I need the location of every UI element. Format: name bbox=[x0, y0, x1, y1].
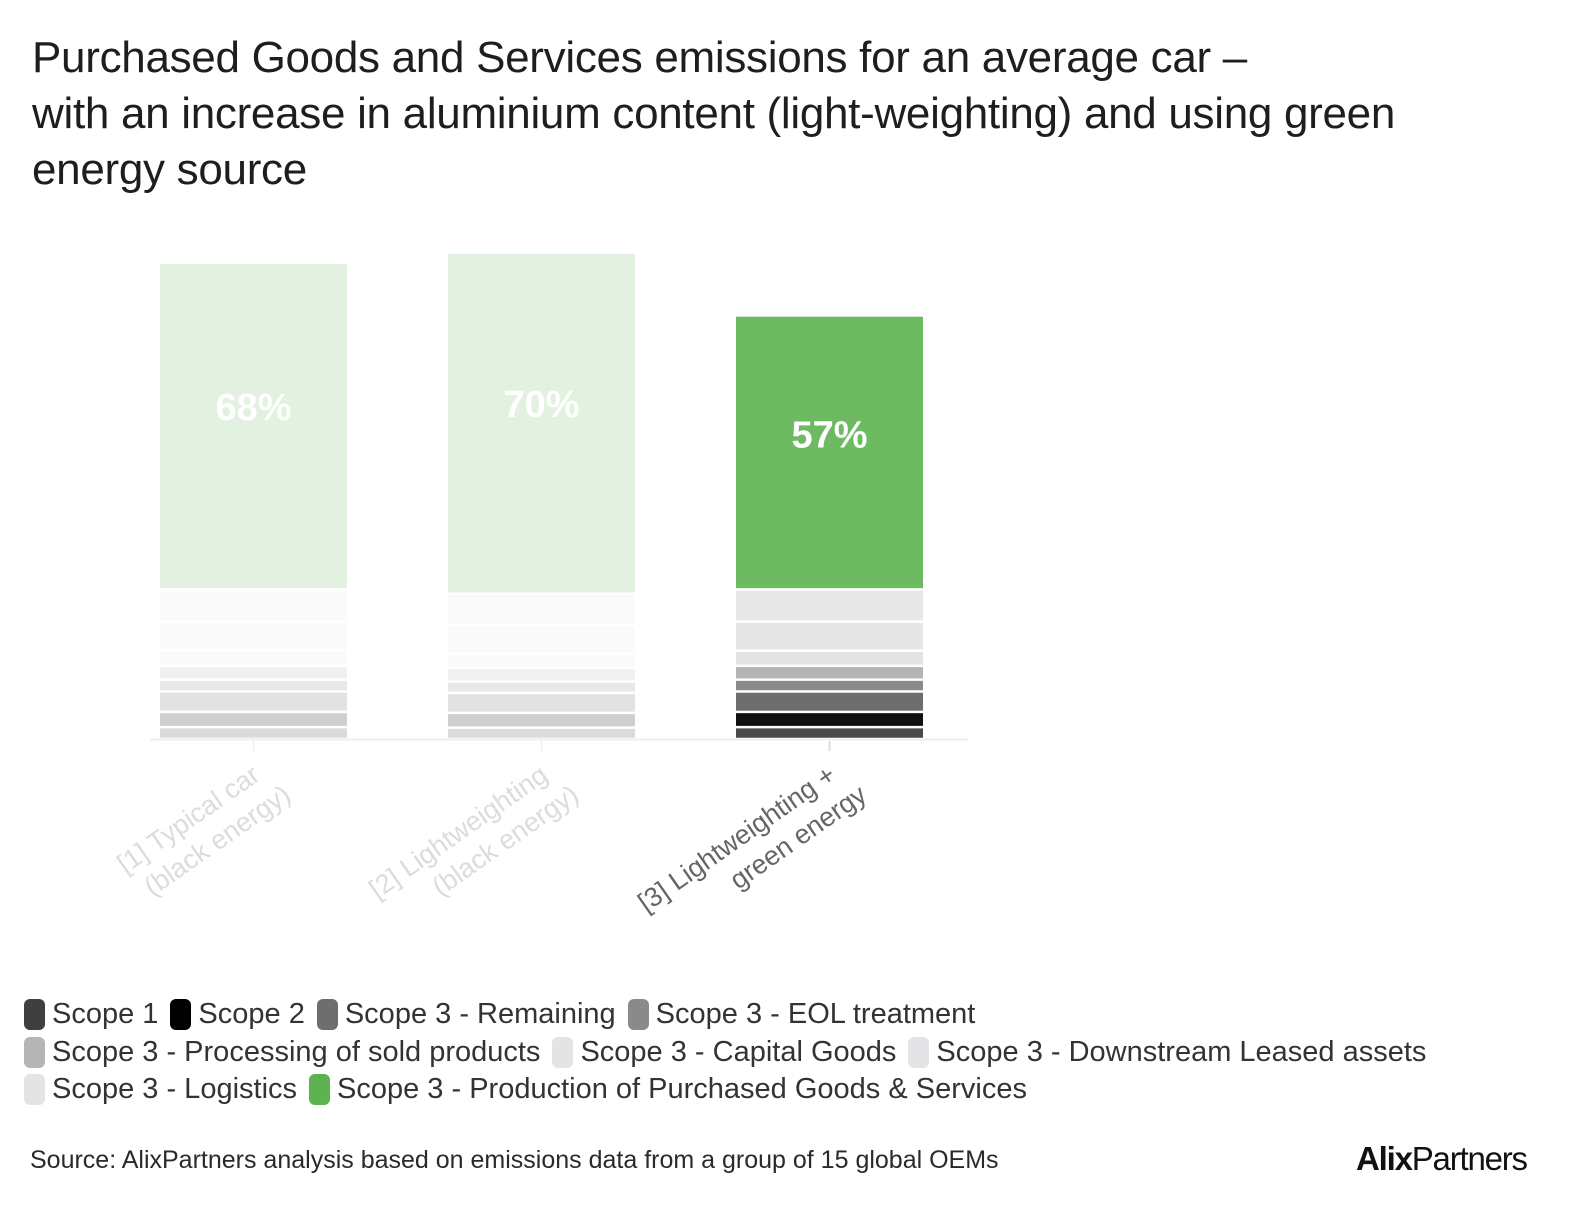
legend-swatch bbox=[24, 1074, 45, 1106]
bar-group-1: 68% [1] Typical car(black energy) bbox=[112, 264, 347, 902]
bar-segment-scope-3-downstream-leased-assets bbox=[736, 622, 923, 650]
legend-label: Scope 3 - Capital Goods bbox=[580, 1035, 897, 1068]
bar-segment-scope-3-downstream-leased-assets bbox=[160, 622, 347, 650]
stacked-bar-chart: 68% [1] Typical car(black energy) 70% [2] L… bbox=[112, 254, 968, 918]
legend-label: Scope 1 bbox=[52, 998, 159, 1031]
bar-segment-scope-1 bbox=[160, 728, 347, 738]
bar-group-2: 70% [2] Lightweighting(black energy) bbox=[364, 254, 635, 904]
bar-segment-scope-3-production-of-purchased-goods-services bbox=[736, 316, 923, 589]
x-tick-label: [1] Typical car(black energy) bbox=[112, 759, 296, 902]
bar-segment-scope-2 bbox=[448, 714, 635, 727]
bar-segment-scope-3-processing-of-sold-products bbox=[160, 667, 347, 679]
bar-segment-scope-3-remaining bbox=[736, 692, 923, 711]
bar-segment-scope-3-production-of-purchased-goods-services bbox=[448, 254, 635, 593]
legend-item: Scope 1 bbox=[24, 998, 158, 1031]
legend-swatch bbox=[552, 1036, 574, 1068]
bar-segment-scope-3-eol-treatment bbox=[160, 680, 347, 691]
bar-segment-scope-3-eol-treatment bbox=[736, 680, 923, 691]
legend-swatch bbox=[316, 999, 338, 1031]
legend-label: Scope 3 - Processing of sold products bbox=[52, 1035, 541, 1068]
bar-segment-scope-3-capital-goods bbox=[160, 651, 347, 665]
bar-segment-scope-3-remaining bbox=[160, 692, 347, 711]
bar-segment-scope-3-processing-of-sold-products bbox=[448, 669, 635, 681]
legend-swatch bbox=[24, 999, 45, 1031]
bar-segment-scope-1 bbox=[448, 728, 635, 738]
bar-segment-scope-2 bbox=[160, 713, 347, 726]
source-note: Source: AlixPartners analysis based on e… bbox=[30, 1146, 999, 1174]
chart-legend: Scope 1 Scope 2 Scope 3 - Remaining Scope 3… bbox=[24, 996, 1584, 1109]
legend-item: Scope 2 bbox=[170, 998, 305, 1031]
legend-row: Scope 1 Scope 2 Scope 3 - Remaining Scope 3… bbox=[24, 996, 1584, 1034]
bar-segment-scope-3-capital-goods bbox=[736, 651, 923, 665]
alixpartners-logo: AlixPartners bbox=[1356, 1140, 1528, 1178]
title-line-1: Purchased Goods and Services emissions f… bbox=[32, 33, 1247, 82]
legend-item: Scope 3 - Processing of sold products bbox=[24, 1036, 540, 1069]
legend-swatch bbox=[170, 999, 192, 1031]
bar-segment-scope-3-logistics bbox=[448, 594, 635, 624]
bar-segment-scope-3-capital-goods bbox=[448, 654, 635, 667]
legend-item: Scope 3 - Logistics bbox=[24, 1073, 297, 1106]
legend-item: Scope 3 - Capital Goods bbox=[552, 1036, 896, 1069]
legend-row: Scope 3 - Processing of sold products Sco… bbox=[24, 1034, 1584, 1072]
bar-segment-scope-2 bbox=[736, 713, 923, 726]
chart-title: Purchased Goods and Services emissions f… bbox=[32, 30, 1552, 198]
legend-item: Scope 3 - Downstream Leased assets bbox=[908, 1036, 1426, 1069]
legend-label: Scope 3 - Remaining bbox=[344, 998, 616, 1031]
legend-row: Scope 3 - Logistics Scope 3 - Production … bbox=[24, 1071, 1584, 1109]
bar-segment-scope-3-processing-of-sold-products bbox=[736, 667, 923, 679]
logo-bold-part: Alix bbox=[1356, 1140, 1413, 1177]
data-label: 70% bbox=[503, 384, 579, 426]
legend-swatch bbox=[309, 1074, 331, 1106]
bar-segment-scope-3-downstream-leased-assets bbox=[448, 626, 635, 653]
bar-segment-scope-1 bbox=[736, 728, 923, 738]
x-tick-label: [2] Lightweighting(black energy) bbox=[364, 759, 584, 904]
legend-swatch bbox=[24, 1036, 45, 1068]
legend-item: Scope 3 - Remaining bbox=[316, 998, 616, 1031]
bar-segment-scope-3-logistics bbox=[160, 590, 347, 621]
data-label: 57% bbox=[791, 415, 867, 457]
legend-item: Scope 3 - EOL treatment bbox=[627, 998, 976, 1031]
legend-label: Scope 3 - Downstream Leased assets bbox=[936, 1035, 1427, 1068]
legend-label: Scope 3 - EOL treatment bbox=[655, 998, 976, 1031]
bar-group-3: 57% [3] Lightweighting +green energy bbox=[633, 316, 923, 918]
legend-swatch bbox=[908, 1036, 930, 1068]
bar-segment-scope-3-remaining bbox=[448, 694, 635, 712]
title-line-2: with an increase in aluminium content (l… bbox=[32, 89, 1396, 138]
bar-segment-scope-3-eol-treatment bbox=[448, 682, 635, 692]
legend-label: Scope 2 bbox=[198, 998, 305, 1031]
bar-segment-scope-3-production-of-purchased-goods-services bbox=[160, 264, 347, 589]
legend-label: Scope 3 - Production of Purchased Goods … bbox=[337, 1073, 1027, 1106]
legend-item: Scope 3 - Production of Purchased Goods … bbox=[309, 1073, 1027, 1106]
legend-swatch bbox=[627, 999, 649, 1031]
legend-label: Scope 3 - Logistics bbox=[52, 1073, 298, 1106]
bar-segment-scope-3-logistics bbox=[736, 590, 923, 621]
x-tick-label: [3] Lightweighting +green energy bbox=[633, 759, 873, 917]
logo-regular-part: Partners bbox=[1411, 1140, 1528, 1177]
data-label: 68% bbox=[215, 387, 291, 429]
title-line-3: energy source bbox=[32, 145, 307, 194]
